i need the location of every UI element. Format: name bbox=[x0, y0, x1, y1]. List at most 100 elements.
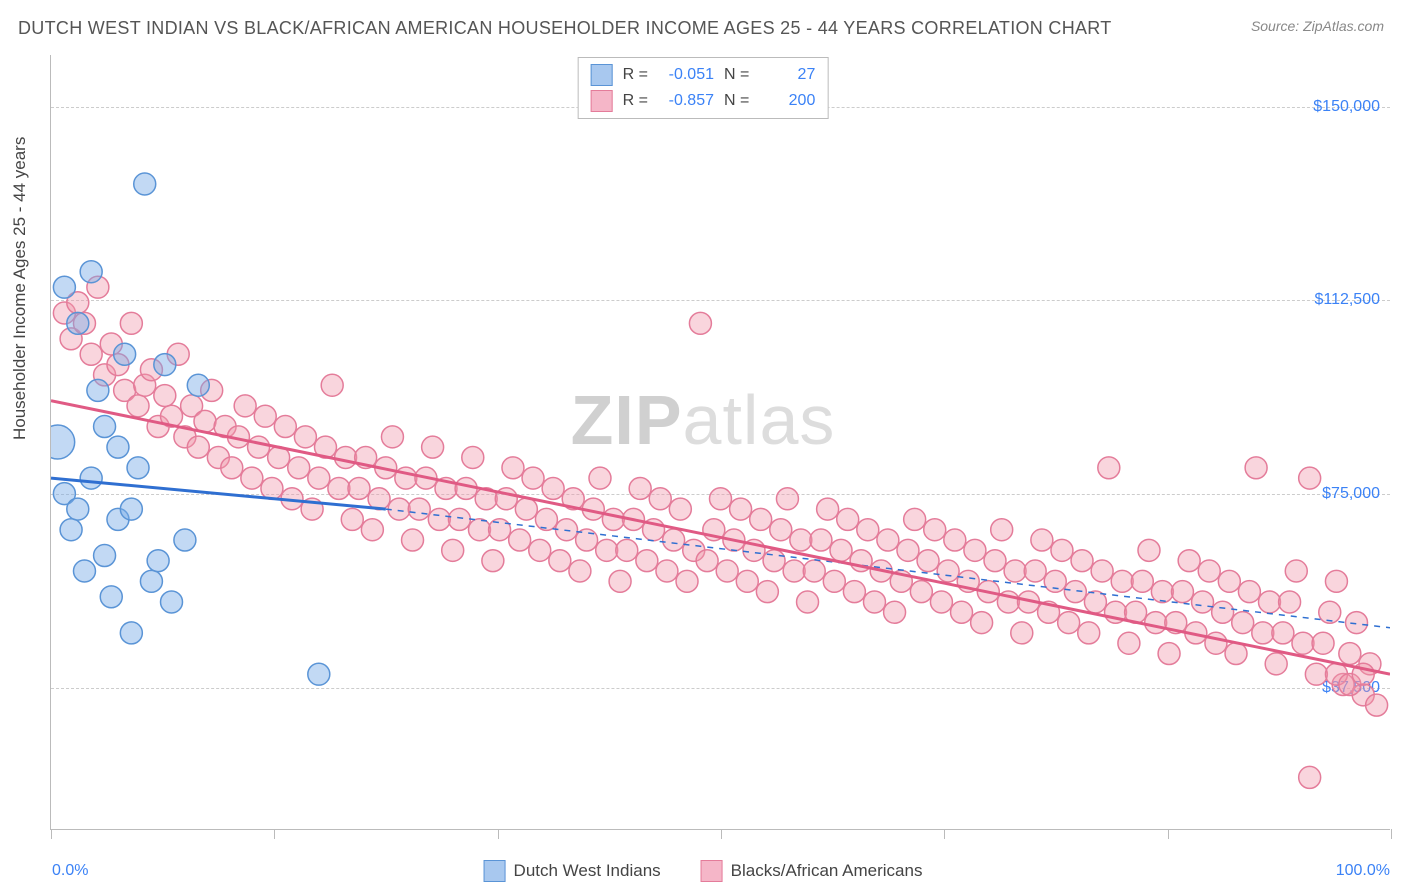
blue-point bbox=[134, 173, 156, 195]
blue-point bbox=[174, 529, 196, 551]
blue-point bbox=[67, 498, 89, 520]
pink-point bbox=[1198, 560, 1220, 582]
pink-point bbox=[154, 385, 176, 407]
pink-point bbox=[328, 477, 350, 499]
pink-point bbox=[830, 539, 852, 561]
pink-point bbox=[710, 488, 732, 510]
n-value-pink: 200 bbox=[759, 92, 815, 110]
pink-point bbox=[1346, 612, 1368, 634]
pink-point bbox=[127, 395, 149, 417]
blue-point bbox=[147, 550, 169, 572]
pink-point bbox=[1051, 539, 1073, 561]
pink-point bbox=[1138, 539, 1160, 561]
pink-point bbox=[736, 570, 758, 592]
pink-point bbox=[248, 436, 270, 458]
pink-point bbox=[676, 570, 698, 592]
pink-point bbox=[1171, 581, 1193, 603]
pink-point bbox=[1024, 560, 1046, 582]
pink-point bbox=[542, 477, 564, 499]
legend-item-pink: Blacks/African Americans bbox=[701, 860, 923, 882]
pink-point bbox=[1064, 581, 1086, 603]
pink-point bbox=[944, 529, 966, 551]
pink-point bbox=[1158, 643, 1180, 665]
x-tick bbox=[274, 829, 275, 839]
pink-point bbox=[335, 446, 357, 468]
pink-point bbox=[596, 539, 618, 561]
pink-point bbox=[529, 539, 551, 561]
x-tick bbox=[944, 829, 945, 839]
pink-point bbox=[770, 519, 792, 541]
pink-point bbox=[810, 529, 832, 551]
pink-point bbox=[1044, 570, 1066, 592]
pink-point bbox=[776, 488, 798, 510]
pink-point bbox=[1118, 632, 1140, 654]
pink-point bbox=[669, 498, 691, 520]
pink-point bbox=[616, 539, 638, 561]
pink-point bbox=[1071, 550, 1093, 572]
chart-svg bbox=[51, 55, 1390, 829]
pink-point bbox=[1305, 663, 1327, 685]
pink-point bbox=[535, 508, 557, 530]
x-axis-label-max: 100.0% bbox=[1336, 862, 1390, 880]
n-label: N = bbox=[724, 92, 749, 110]
pink-point bbox=[80, 343, 102, 365]
pink-point bbox=[803, 560, 825, 582]
pink-point bbox=[1058, 612, 1080, 634]
pink-point bbox=[991, 519, 1013, 541]
x-tick bbox=[721, 829, 722, 839]
source-attribution: Source: ZipAtlas.com bbox=[1251, 18, 1384, 34]
blue-point bbox=[161, 591, 183, 613]
pink-point bbox=[1265, 653, 1287, 675]
pink-point bbox=[1312, 632, 1334, 654]
pink-point bbox=[602, 508, 624, 530]
pink-point bbox=[1218, 570, 1240, 592]
pink-point bbox=[428, 508, 450, 530]
blue-point bbox=[80, 261, 102, 283]
pink-point bbox=[589, 467, 611, 489]
blue-point bbox=[120, 622, 142, 644]
pink-point bbox=[904, 508, 926, 530]
pink-point bbox=[522, 467, 544, 489]
blue-point bbox=[51, 425, 75, 459]
blue-point bbox=[154, 354, 176, 376]
pink-point bbox=[656, 560, 678, 582]
pink-point bbox=[402, 529, 424, 551]
pink-point bbox=[1011, 622, 1033, 644]
pink-point bbox=[689, 312, 711, 334]
pink-point bbox=[1339, 643, 1361, 665]
pink-point bbox=[381, 426, 403, 448]
pink-point bbox=[716, 560, 738, 582]
legend-row-pink: R = -0.857 N = 200 bbox=[591, 88, 816, 114]
legend-swatch-pink-bottom bbox=[701, 860, 723, 882]
blue-point bbox=[127, 457, 149, 479]
x-tick bbox=[1391, 829, 1392, 839]
pink-point bbox=[120, 312, 142, 334]
pink-point bbox=[910, 581, 932, 603]
pink-point bbox=[1299, 766, 1321, 788]
pink-point bbox=[843, 581, 865, 603]
blue-point bbox=[67, 312, 89, 334]
pink-point bbox=[763, 550, 785, 572]
pink-point bbox=[877, 529, 899, 551]
pink-point bbox=[937, 560, 959, 582]
pink-point bbox=[696, 550, 718, 572]
pink-point bbox=[489, 519, 511, 541]
pink-point bbox=[1272, 622, 1294, 644]
pink-point bbox=[502, 457, 524, 479]
pink-point bbox=[187, 436, 209, 458]
pink-point bbox=[234, 395, 256, 417]
pink-point bbox=[509, 529, 531, 551]
x-tick bbox=[1168, 829, 1169, 839]
pink-point bbox=[917, 550, 939, 572]
r-value-pink: -0.857 bbox=[658, 92, 714, 110]
blue-point bbox=[94, 545, 116, 567]
legend-swatch-blue bbox=[591, 64, 613, 86]
pink-point bbox=[1325, 570, 1347, 592]
pink-point bbox=[549, 550, 571, 572]
legend-item-blue: Dutch West Indians bbox=[484, 860, 661, 882]
pink-point bbox=[1145, 612, 1167, 634]
blue-point bbox=[308, 663, 330, 685]
pink-point bbox=[254, 405, 276, 427]
pink-point bbox=[1232, 612, 1254, 634]
pink-point bbox=[241, 467, 263, 489]
